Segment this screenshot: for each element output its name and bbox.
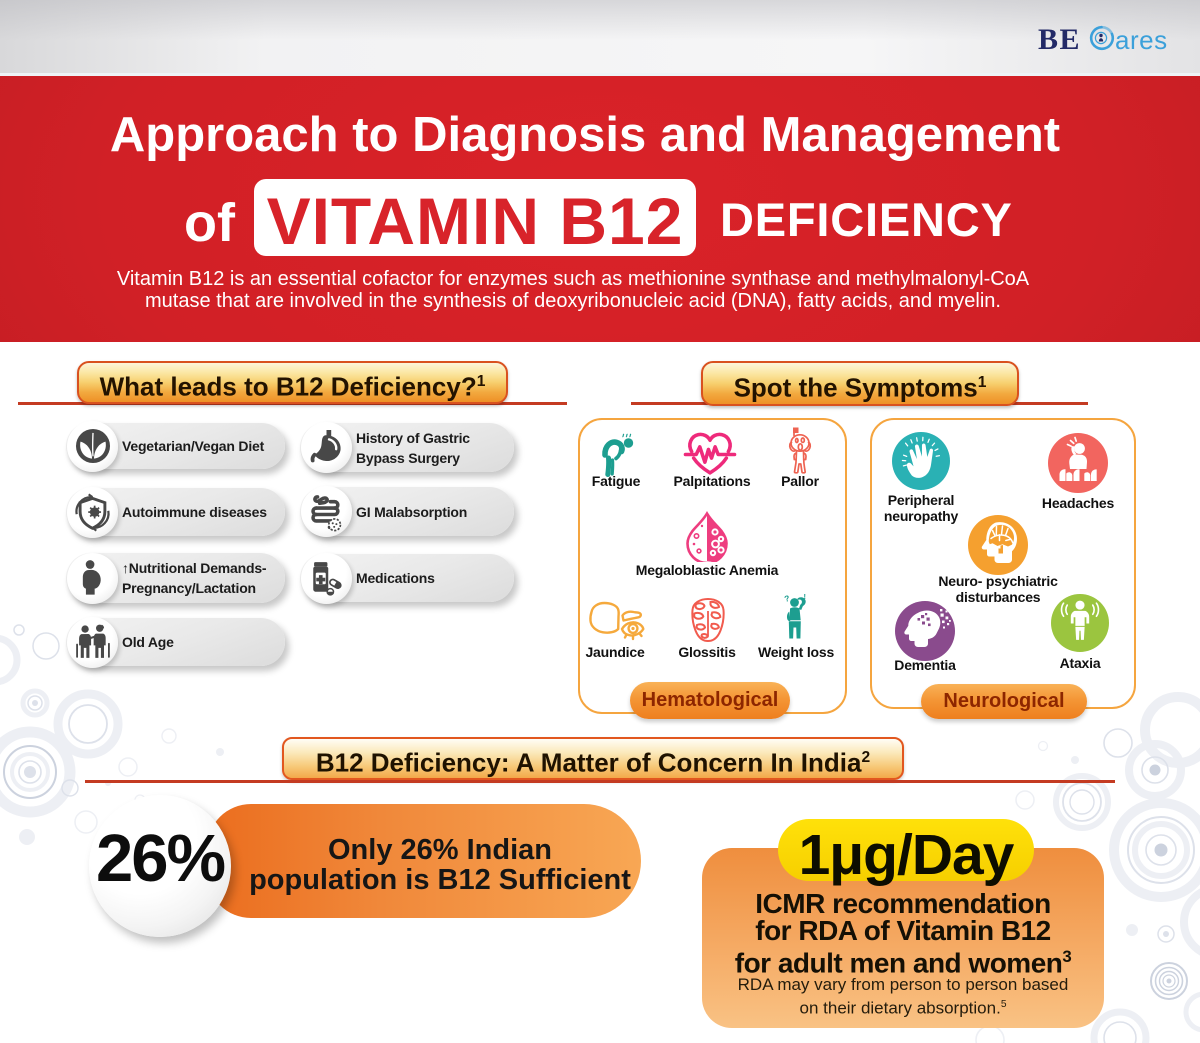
svg-text:ares: ares [1115,25,1168,55]
svg-text:BE: BE [1038,24,1081,56]
svg-text:!: ! [804,594,807,601]
svg-text:?: ? [783,594,790,604]
